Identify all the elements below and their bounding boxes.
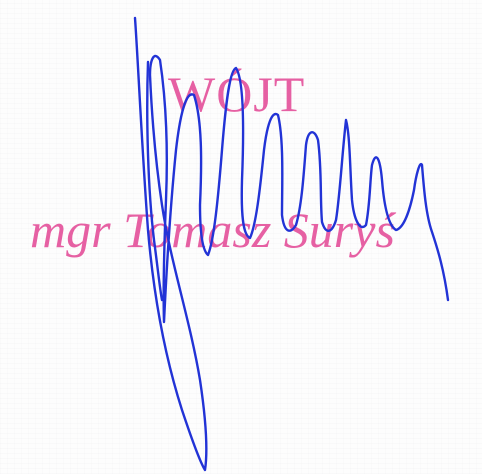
signature-inner-stroke <box>146 60 164 302</box>
signature-main-stroke <box>133 16 450 472</box>
